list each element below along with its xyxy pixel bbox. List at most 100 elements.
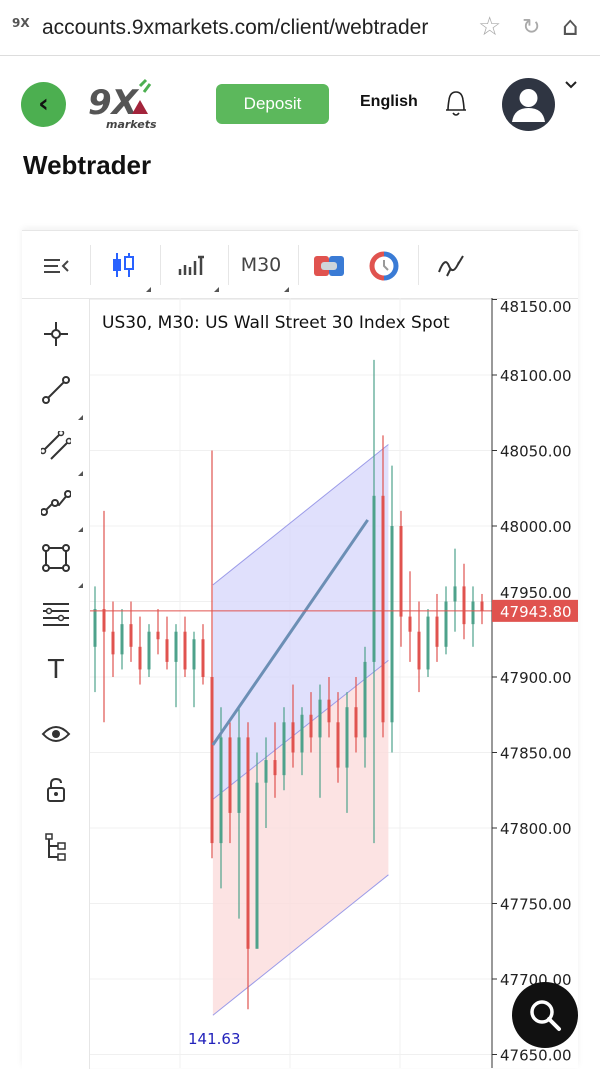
path-icon[interactable] bbox=[38, 485, 74, 519]
candle bbox=[264, 760, 268, 783]
y-tick-label: 48050.00 bbox=[500, 443, 572, 461]
logo-text: markets bbox=[106, 118, 157, 130]
candle bbox=[399, 526, 403, 617]
language-selector[interactable]: English bbox=[360, 93, 418, 110]
chart-toolbar: M30 bbox=[22, 231, 578, 299]
candle bbox=[156, 631, 160, 640]
candle bbox=[138, 646, 142, 670]
y-tick-label: 47750.00 bbox=[500, 896, 572, 914]
candle bbox=[129, 624, 133, 647]
candle bbox=[372, 495, 376, 662]
drawing-toolbar: T bbox=[22, 299, 90, 1069]
candle bbox=[282, 722, 286, 776]
site-header: ‹ 9X markets Deposit English bbox=[0, 78, 600, 134]
browser-url-bar[interactable]: 9X accounts.9xmarkets.com/client/webtrad… bbox=[0, 0, 600, 56]
deposit-button[interactable]: Deposit bbox=[216, 84, 329, 124]
current-price-label: 47943.80 bbox=[500, 603, 572, 621]
chart-widget: M30 T bbox=[22, 230, 578, 1069]
candle bbox=[147, 631, 151, 670]
candle bbox=[363, 661, 367, 738]
channel-upper-line[interactable] bbox=[212, 444, 389, 586]
current-price-badge bbox=[492, 599, 578, 622]
candle bbox=[336, 722, 340, 768]
bell-icon[interactable] bbox=[443, 88, 469, 122]
y-tick-label: 47800.00 bbox=[500, 820, 572, 838]
y-tick-label: 47900.00 bbox=[500, 669, 572, 687]
favicon-9x-icon: 9X bbox=[12, 15, 30, 30]
strategy-icon[interactable] bbox=[434, 249, 470, 281]
candle bbox=[93, 609, 97, 647]
y-tick-label: 47950.00 bbox=[500, 584, 572, 602]
candle bbox=[408, 616, 412, 632]
timeframe-selector[interactable]: M30 bbox=[240, 254, 282, 276]
candle bbox=[174, 631, 178, 662]
candle bbox=[102, 609, 106, 632]
page-title: Webtrader bbox=[23, 150, 152, 180]
parallel-channel-icon[interactable] bbox=[38, 429, 74, 463]
home-icon[interactable]: ⌂ bbox=[562, 12, 579, 42]
chart-title: US30, M30: US Wall Street 30 Index Spot bbox=[102, 313, 450, 333]
lock-icon[interactable] bbox=[38, 775, 74, 805]
rectangle-icon[interactable] bbox=[38, 541, 74, 575]
fib-icon[interactable] bbox=[38, 597, 74, 631]
text-icon[interactable]: T bbox=[48, 655, 64, 685]
candle bbox=[327, 699, 331, 723]
y-tick-label: 48150.00 bbox=[500, 298, 572, 316]
y-tick-label: 47650.00 bbox=[500, 1047, 572, 1065]
candle bbox=[354, 707, 358, 738]
candle bbox=[246, 737, 250, 949]
candles-icon[interactable] bbox=[107, 249, 139, 281]
clock-icon[interactable] bbox=[367, 249, 401, 283]
candle bbox=[192, 639, 196, 670]
candle bbox=[381, 495, 385, 723]
back-icon: ‹ bbox=[38, 89, 49, 119]
candle bbox=[444, 601, 448, 647]
candle bbox=[417, 631, 421, 670]
y-tick-label: 47850.00 bbox=[500, 745, 572, 763]
y-tick-label: 48000.00 bbox=[500, 518, 572, 536]
star-icon[interactable]: ☆ bbox=[478, 12, 502, 42]
candle bbox=[426, 616, 430, 670]
compare-icon[interactable] bbox=[312, 251, 346, 281]
logo[interactable]: 9X markets bbox=[88, 78, 158, 131]
url-text[interactable]: accounts.9xmarkets.com/client/webtrader bbox=[42, 15, 429, 39]
candle bbox=[255, 782, 259, 949]
candle bbox=[318, 699, 322, 738]
channel-upper-zone[interactable] bbox=[212, 444, 389, 800]
channel-lower-line[interactable] bbox=[212, 874, 389, 1016]
chevron-down-icon[interactable] bbox=[564, 78, 578, 94]
candle bbox=[120, 624, 124, 655]
candle bbox=[453, 586, 457, 602]
tree-icon[interactable] bbox=[38, 831, 74, 863]
indicators-icon[interactable] bbox=[174, 251, 210, 281]
candle bbox=[219, 737, 223, 844]
candle bbox=[111, 631, 115, 655]
candle bbox=[165, 639, 169, 662]
search-icon bbox=[530, 1000, 561, 1031]
candle bbox=[471, 601, 475, 625]
y-tick-label: 48100.00 bbox=[500, 367, 572, 385]
candle bbox=[228, 737, 232, 813]
reload-icon[interactable]: ↻ bbox=[522, 15, 541, 40]
svg-text:9X: 9X bbox=[88, 83, 140, 123]
eye-icon[interactable] bbox=[38, 719, 74, 749]
price-chart[interactable]: US30, M30: US Wall Street 30 Index Spot … bbox=[90, 298, 600, 1068]
trend-line-icon[interactable] bbox=[38, 373, 74, 407]
candle bbox=[291, 722, 295, 753]
candle bbox=[201, 639, 205, 677]
candle bbox=[300, 714, 304, 753]
avatar-icon[interactable] bbox=[502, 78, 555, 131]
trend-line[interactable] bbox=[211, 519, 369, 746]
candle bbox=[390, 526, 394, 723]
candle bbox=[435, 616, 439, 647]
back-button[interactable]: ‹ bbox=[21, 82, 66, 127]
menu-collapse-icon[interactable] bbox=[36, 251, 76, 281]
candle bbox=[210, 677, 214, 844]
candle bbox=[183, 631, 187, 670]
candle bbox=[345, 707, 349, 768]
candle bbox=[462, 586, 466, 625]
candle bbox=[480, 601, 484, 611]
search-button[interactable] bbox=[512, 982, 578, 1048]
candle bbox=[273, 760, 277, 776]
crosshair-icon[interactable] bbox=[38, 319, 74, 349]
